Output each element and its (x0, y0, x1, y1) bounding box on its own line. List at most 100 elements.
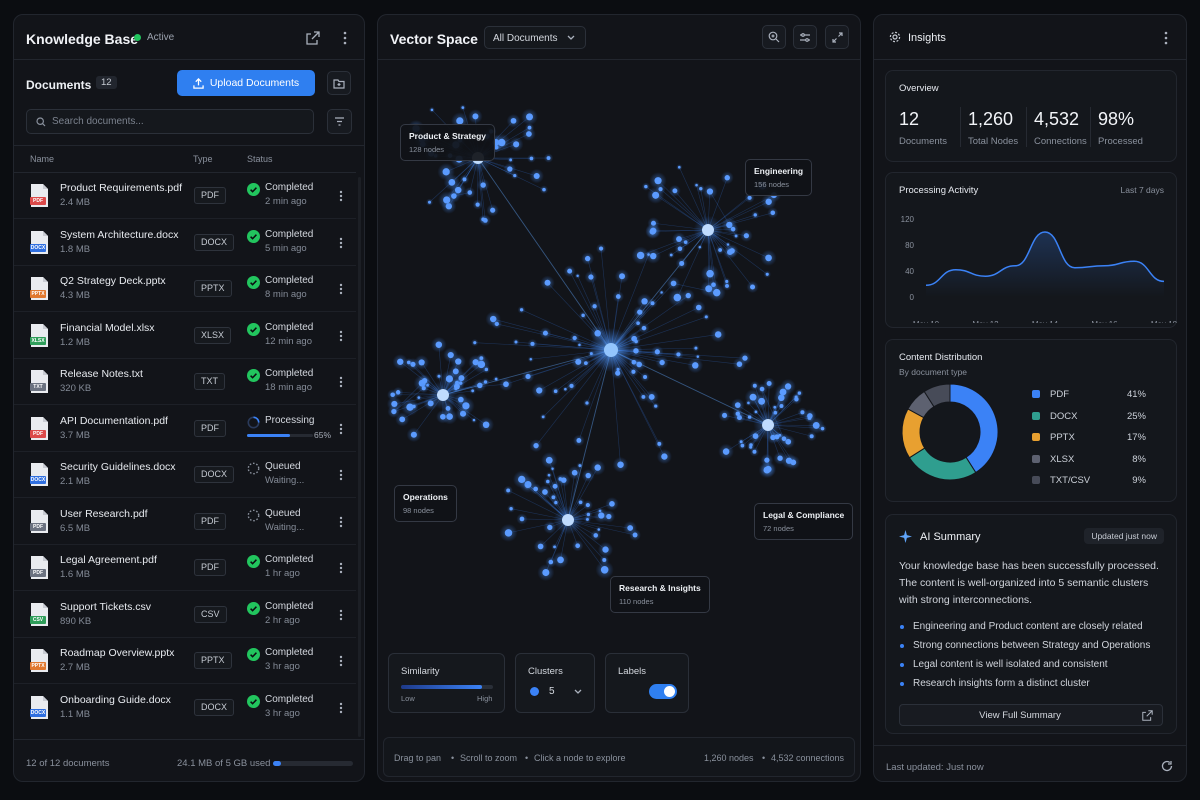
more-menu-icon[interactable] (334, 27, 356, 49)
document-row[interactable]: PDF Legal Agreement.pdf 1.6 MB PDF Completed… (14, 545, 356, 591)
row-menu-icon[interactable] (336, 699, 346, 717)
upload-label: Upload Documents (209, 77, 300, 89)
column-status: Status (247, 154, 273, 164)
similarity-slider[interactable] (401, 685, 493, 689)
document-row[interactable]: DOCX Onboarding Guide.docx 1.1 MB DOCX Compl… (14, 685, 356, 730)
document-name: Q2 Strategy Deck.pptx (60, 275, 166, 287)
labels-control[interactable]: Labels (605, 653, 689, 713)
view-full-summary-button[interactable]: View Full Summary (899, 704, 1163, 726)
document-size: 890 KB (60, 615, 92, 627)
hint-pan: Drag to pan (394, 753, 442, 763)
fullscreen-icon[interactable] (825, 25, 849, 49)
refresh-icon[interactable] (1161, 760, 1173, 772)
row-menu-icon[interactable] (336, 373, 346, 391)
file-icon (30, 649, 48, 672)
file-icon (30, 184, 48, 207)
file-type-tag: XLSX (31, 337, 45, 344)
document-status: Queued (265, 507, 301, 519)
legend-label: DOCX (1050, 410, 1078, 422)
document-size: 3.7 MB (60, 429, 91, 441)
zoom-icon[interactable] (762, 25, 786, 49)
document-size: 2.7 MB (60, 662, 91, 673)
cluster-dot (530, 687, 539, 696)
overview-card: Overview 12 Documents 1,260 Total Nodes 4,53… (885, 70, 1177, 162)
cluster-label[interactable]: Engineering 156 nodes (745, 159, 813, 196)
column-name: Name (30, 154, 55, 164)
insights-panel: Insights Overview 12 Documents 1,260 Total … (873, 14, 1187, 782)
sparkle-icon (899, 530, 912, 543)
external-link-icon[interactable] (302, 27, 324, 49)
document-row[interactable]: TXT Release Notes.txt 320 KB TXT Completed 18… (14, 359, 356, 405)
cluster-name: Legal & Compliance (763, 510, 845, 520)
folder-icon[interactable] (327, 71, 351, 95)
document-type-badge: PPTX (194, 280, 232, 297)
row-menu-icon[interactable] (336, 606, 346, 624)
search-placeholder: Search documents... (52, 116, 144, 127)
divider (874, 745, 1186, 746)
row-menu-icon[interactable] (336, 187, 346, 205)
check-circle-icon (247, 276, 260, 289)
document-status: Completed (265, 228, 314, 240)
search-input[interactable]: Search documents... (26, 109, 314, 134)
clusters-label: Clusters (528, 666, 563, 677)
document-filter-select[interactable]: All Documents (484, 26, 586, 49)
document-type-badge: PDF (194, 559, 226, 576)
row-menu-icon[interactable] (336, 652, 346, 670)
cluster-label[interactable]: Operations 98 nodes (394, 485, 457, 522)
labels-toggle[interactable] (649, 684, 677, 699)
document-row[interactable]: DOCX System Architecture.docx 1.8 MB DOCX Co… (14, 220, 356, 266)
legend-label: TXT/CSV (1050, 475, 1091, 486)
vector-space-panel: Vector Space All Documents Similarity Lo… (377, 14, 861, 782)
row-menu-icon[interactable] (336, 513, 346, 531)
overview-title: Overview (899, 83, 939, 94)
document-row[interactable]: XLSX Financial Model.xlsx 1.2 MB XLSX Comple… (14, 313, 356, 359)
similarity-control[interactable]: Similarity Low High (388, 653, 505, 713)
status-time: 5 min ago (265, 242, 307, 254)
x-tick-label: May 16 (1091, 320, 1118, 323)
file-icon (30, 695, 48, 719)
row-menu-icon[interactable] (336, 559, 346, 577)
cluster-label[interactable]: Legal & Compliance 72 nodes (754, 503, 854, 540)
graph-footer: Drag to pan • Scroll to zoom • Click a n… (383, 737, 855, 777)
document-row[interactable]: PDF Product Requirements.pdf 2.4 MB PDF Comp… (14, 173, 356, 219)
stat-item: 12 Documents (899, 109, 947, 147)
status-time: 1 hr ago (265, 568, 300, 579)
document-size: 1.6 MB (60, 569, 91, 580)
status-time: 2 hr ago (265, 614, 300, 626)
document-row[interactable]: PDF API Documentation.pdf 3.7 MB PDF Process… (14, 406, 356, 452)
scrollbar[interactable] (358, 177, 361, 737)
hint-click: Click a node to explore (534, 753, 626, 763)
stat-value: 98% (1098, 109, 1135, 129)
upload-documents-button[interactable]: Upload Documents (177, 70, 315, 96)
cluster-label[interactable]: Research & Insights 110 nodes (610, 576, 710, 613)
more-menu-icon[interactable] (1155, 27, 1177, 49)
document-name: Legal Agreement.pdf (60, 554, 157, 566)
check-circle-icon (247, 229, 260, 243)
y-tick-label: 80 (905, 241, 914, 250)
content-distribution-card: Content Distribution By document type PD… (885, 339, 1177, 502)
document-row[interactable]: PDF User Research.pdf 6.5 MB PDF Queued Waiti… (14, 499, 356, 545)
row-menu-icon[interactable] (336, 234, 346, 252)
status-time: 3 hr ago (265, 661, 300, 672)
settings-sliders-icon[interactable] (793, 25, 817, 49)
filter-icon[interactable] (327, 109, 352, 134)
vector-graph[interactable] (378, 60, 861, 655)
cluster-name: Engineering (754, 166, 804, 176)
clusters-control[interactable]: Clusters 5 (515, 653, 595, 713)
row-menu-icon[interactable] (336, 420, 346, 438)
document-row[interactable]: DOCX Security Guidelines.docx 2.1 MB DOCX Qu… (14, 452, 356, 498)
cluster-label[interactable]: Product & Strategy 128 nodes (400, 124, 495, 161)
document-type-badge: PPTX (194, 652, 232, 669)
row-menu-icon[interactable] (336, 466, 346, 484)
stat-value: 12 (899, 109, 920, 129)
file-icon (30, 463, 48, 486)
document-row[interactable]: PPTX Roadmap Overview.pptx 2.7 MB PPTX Compl… (14, 638, 356, 684)
row-menu-icon[interactable] (336, 327, 346, 345)
document-row[interactable]: PPTX Q2 Strategy Deck.pptx 4.3 MB PPTX Compl… (14, 266, 356, 312)
divider (14, 172, 356, 173)
document-type-badge: DOCX (194, 233, 235, 251)
row-menu-icon[interactable] (336, 280, 346, 298)
chevron-down-icon (567, 35, 575, 40)
stat-value: 1,260 (968, 109, 1014, 129)
document-row[interactable]: CSV Support Tickets.csv 890 KB CSV Completed… (14, 592, 356, 638)
